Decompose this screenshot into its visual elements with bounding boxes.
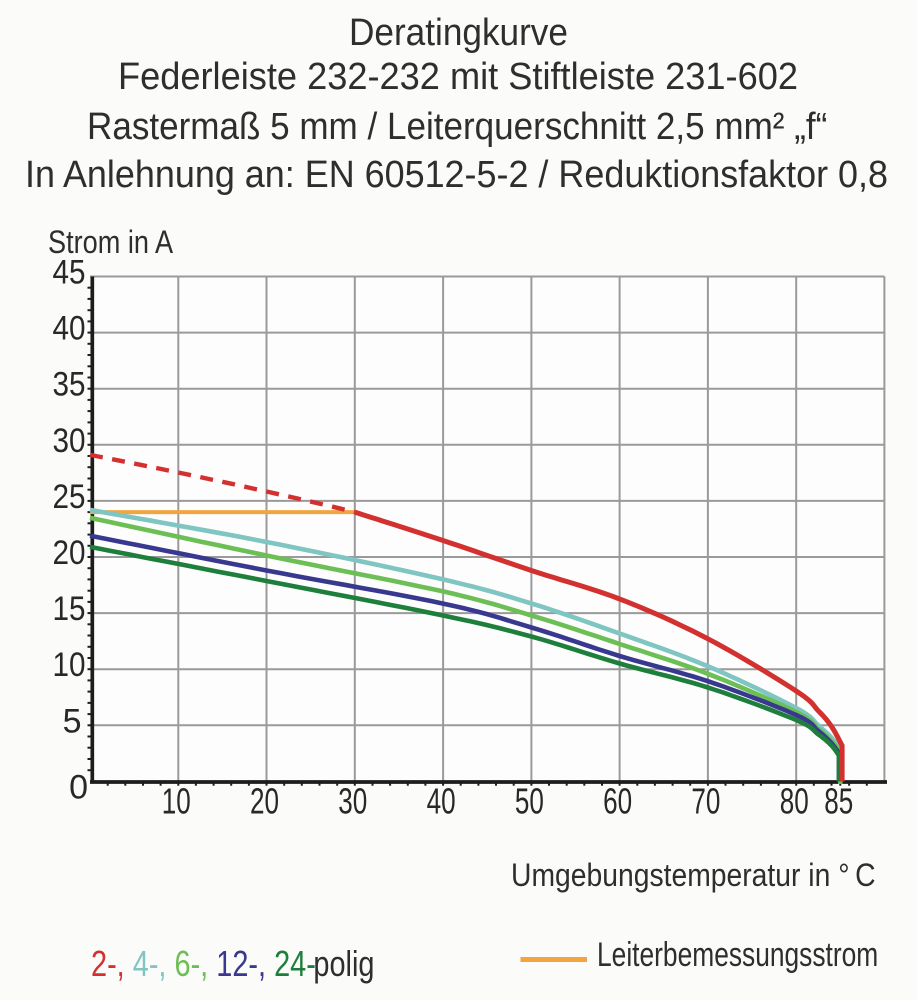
- svg-text:0: 0: [69, 769, 88, 807]
- svg-text:10: 10: [162, 781, 191, 822]
- svg-text:50: 50: [515, 781, 544, 822]
- svg-text:40: 40: [427, 781, 456, 822]
- svg-text:20: 20: [53, 534, 86, 572]
- svg-text:10: 10: [53, 646, 86, 684]
- svg-text:30: 30: [338, 781, 367, 822]
- svg-text:60: 60: [603, 781, 632, 822]
- svg-text:25: 25: [53, 478, 86, 516]
- svg-text:15: 15: [53, 590, 86, 628]
- svg-text:5: 5: [63, 702, 82, 740]
- svg-text:70: 70: [691, 781, 720, 822]
- svg-text:85: 85: [824, 781, 853, 822]
- svg-text:35: 35: [53, 366, 86, 404]
- svg-text:80: 80: [780, 781, 809, 822]
- svg-text:20: 20: [250, 781, 279, 822]
- svg-text:40: 40: [53, 310, 86, 348]
- svg-text:45: 45: [53, 254, 86, 292]
- svg-text:30: 30: [53, 422, 86, 460]
